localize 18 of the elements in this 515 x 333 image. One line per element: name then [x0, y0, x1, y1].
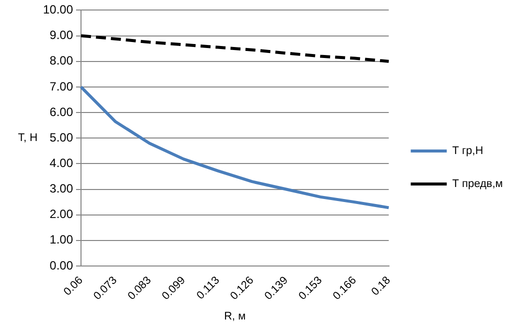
y-tick-label: 9.00 [50, 28, 74, 42]
y-axis-title: T, Н [18, 132, 38, 144]
x-tick-label: 0.06 [62, 274, 86, 298]
y-tick-label: 2.00 [50, 207, 74, 222]
line-series [80, 34, 390, 63]
y-tick-label: 5.00 [50, 130, 74, 144]
y-tick-label: 4.00 [50, 156, 74, 170]
x-axis-title: R, м [224, 310, 246, 322]
x-tick-label: 0.18 [369, 274, 394, 298]
y-tick-label: 7.00 [50, 79, 74, 94]
legend-label: Т гр,Н [452, 145, 484, 158]
y-tick-label: 1.00 [50, 232, 74, 247]
y-tick-label: 8.00 [50, 54, 74, 68]
y-tick-label: 3.00 [50, 182, 74, 196]
y-tick-label: 10.00 [43, 2, 74, 17]
y-tick-label: 6.00 [50, 104, 74, 119]
y-tick-label: 0.00 [50, 258, 74, 272]
legend-label: Т предв,м [452, 178, 503, 190]
